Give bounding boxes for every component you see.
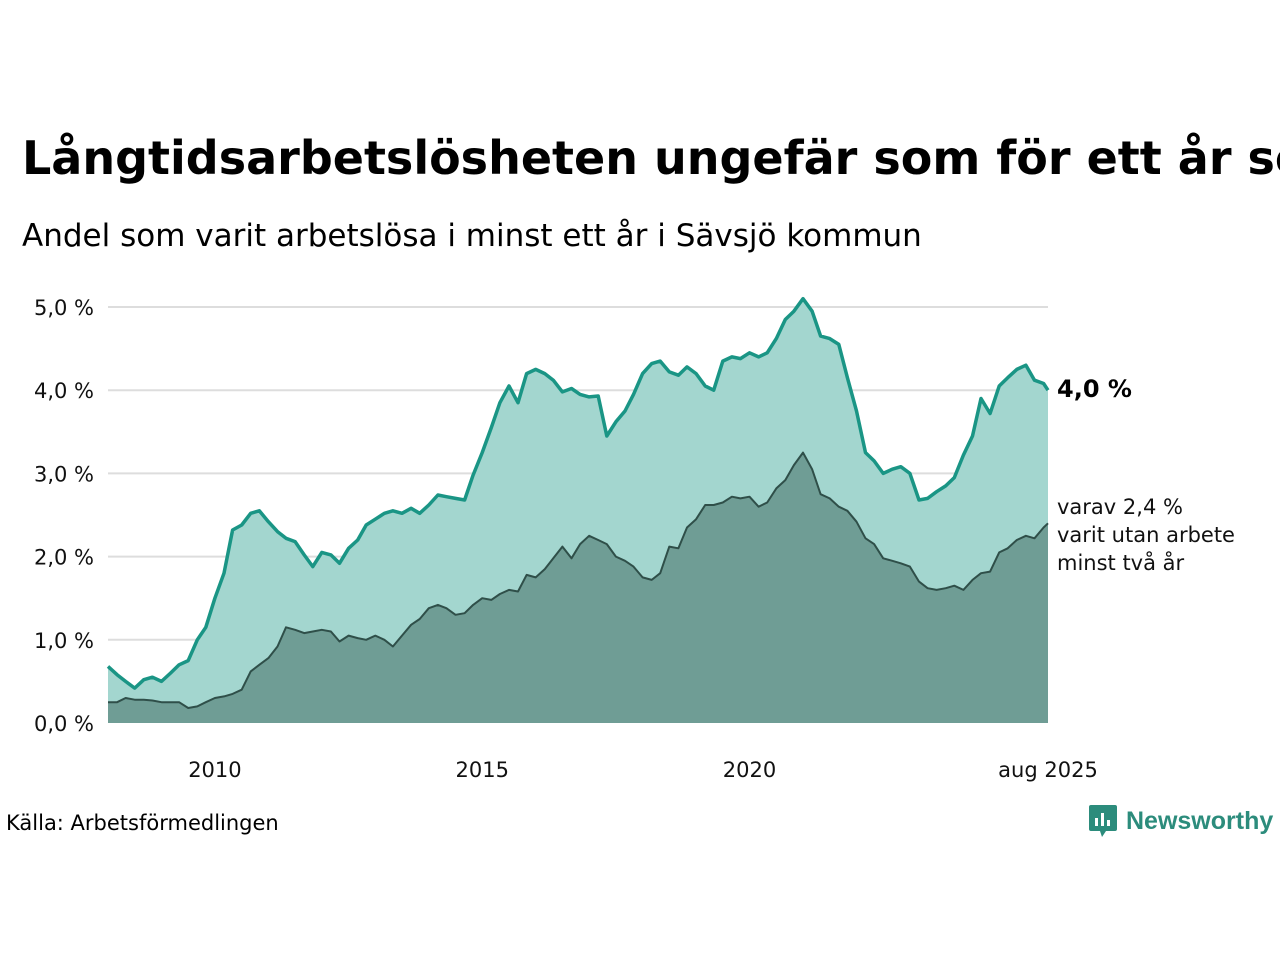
brand-logo: Newsworthy (1088, 804, 1273, 838)
chart-title: Långtidsarbetslösheten ungefär som för e… (22, 131, 1280, 185)
series-areas (106, 296, 1050, 723)
x-tick-label: aug 2025 (998, 758, 1098, 782)
x-tick-label: 2015 (455, 758, 508, 782)
source-note: Källa: Arbetsförmedlingen (6, 811, 279, 835)
note-line-1: varav 2,4 % (1057, 495, 1183, 519)
x-tick-label: 2020 (723, 758, 776, 782)
y-tick-label: 4,0 % (34, 379, 94, 403)
y-tick-label: 5,0 % (34, 296, 94, 320)
chart-subtitle: Andel som varit arbetslösa i minst ett å… (22, 218, 922, 254)
line-very-long-term (108, 451, 1049, 709)
y-tick-label: 2,0 % (34, 546, 94, 570)
x-tick-label: 2010 (188, 758, 241, 782)
note-line-3: minst två år (1057, 550, 1185, 575)
line-long-term (106, 296, 1050, 690)
y-tick-label: 3,0 % (34, 462, 94, 486)
newsworthy-logo-icon (1089, 805, 1117, 837)
brand-name: Newsworthy (1126, 806, 1274, 835)
end-value-label: 4,0 % (1057, 375, 1132, 403)
note-line-2: varit utan arbete (1057, 523, 1235, 547)
area-very-long-term (108, 452, 1048, 723)
end-labels: 4,0 % varav 2,4 % varit utan arbete mins… (1057, 375, 1235, 575)
y-tick-label: 0,0 % (34, 712, 94, 736)
y-tick-label: 1,0 % (34, 629, 94, 653)
axes: 0,0 % 1,0 % 2,0 % 3,0 % 4,0 % 5,0 % 2010 2015 20… (34, 296, 1098, 782)
